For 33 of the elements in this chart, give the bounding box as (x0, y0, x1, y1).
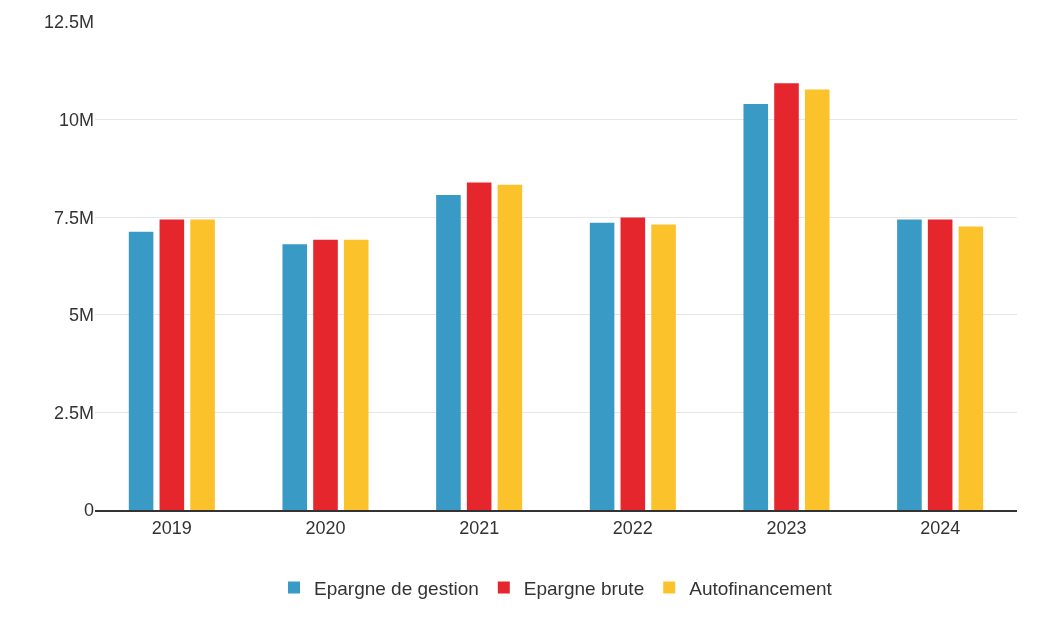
bar (804, 89, 830, 510)
x-tick-label: 2022 (612, 517, 653, 538)
bar (190, 219, 215, 510)
bar (466, 182, 492, 510)
bar (343, 239, 369, 510)
bar (897, 219, 922, 510)
y-tick-label: 5M (68, 305, 94, 326)
bar (313, 239, 338, 510)
x-tick-label: 2020 (305, 517, 346, 538)
bar (958, 226, 984, 510)
bar (651, 224, 676, 510)
x-tick-label: 2024 (920, 517, 961, 538)
y-tick-label: 2.5M (53, 402, 94, 423)
bar (282, 244, 308, 510)
bar (927, 219, 953, 510)
x-tick-label: 2021 (459, 517, 500, 538)
bar (774, 83, 799, 510)
bar (497, 184, 523, 510)
bar (620, 217, 646, 510)
y-tick-label: 12.5M (43, 12, 94, 33)
x-tick-label: 2023 (766, 517, 807, 538)
bar (589, 222, 615, 510)
bar (128, 231, 154, 510)
legend-label: Epargne de gestion (314, 577, 479, 599)
bar (743, 103, 769, 510)
y-tick-label: 0 (83, 500, 94, 521)
x-tick-label: 2019 (151, 517, 192, 538)
legend-label: Epargne brute (523, 577, 645, 599)
bar (436, 194, 461, 510)
bar (159, 219, 185, 510)
legend-label: Autofinancement (689, 577, 833, 599)
y-tick-label: 10M (58, 109, 94, 130)
y-tick-label: 7.5M (53, 207, 94, 228)
